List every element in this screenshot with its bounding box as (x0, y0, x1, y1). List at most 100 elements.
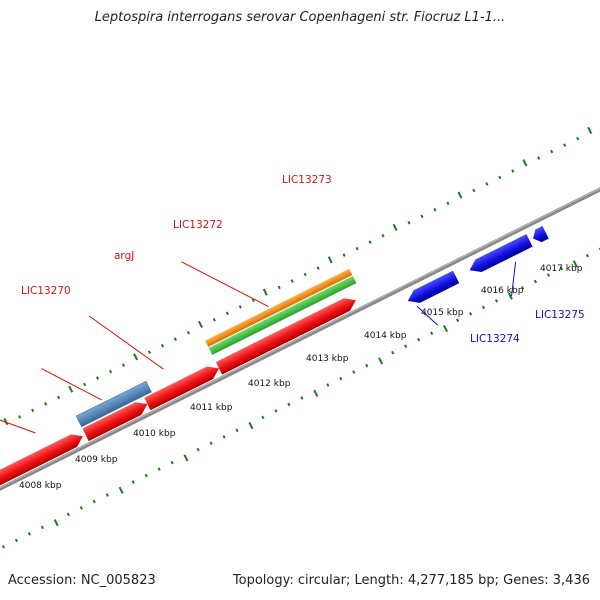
gene-arrow-lic13270[interactable] (0, 430, 86, 487)
outer-tick-minor (576, 136, 580, 141)
outer-tick-minor (95, 376, 100, 380)
scale-label: 4012 kbp (248, 379, 291, 389)
scale-tick-minor (222, 434, 226, 439)
leader-lic13273 (181, 261, 269, 308)
scale-tick-minor (27, 532, 31, 536)
gene-arrow-lic13272[interactable] (144, 362, 222, 411)
forward-strand-features (0, 268, 359, 487)
outer-tick-minor (537, 156, 541, 160)
gene-arrow-reverse[interactable] (466, 234, 533, 276)
leader-lic13272 (88, 315, 164, 370)
outer-tick-minor (433, 208, 437, 212)
outer-tick-major (3, 417, 9, 426)
outer-tick-minor (381, 233, 385, 238)
scale-tick-minor (287, 402, 291, 407)
outer-tick-major (327, 256, 333, 264)
scale-tick-minor (352, 370, 356, 374)
outer-tick-minor (57, 395, 61, 400)
gene-label-lic13274[interactable]: LIC13274 (470, 333, 520, 345)
outer-tick-major (68, 385, 74, 393)
genome-summary-text: Topology: circular; Length: 4,277,185 bp… (232, 573, 590, 588)
scale-tick-minor (105, 493, 109, 497)
outer-tick-minor (186, 330, 190, 335)
scale-tick-minor (144, 473, 148, 478)
scale-labels: 4008 kbp 4009 kbp 4010 kbp 4011 kbp 4012 kbp… (19, 264, 583, 491)
scale-tick-minor (585, 253, 589, 258)
outer-tick-minor (472, 188, 476, 193)
scale-tick-minor (520, 286, 525, 290)
scale-tick-minor (196, 447, 200, 452)
leader-lic13274 (416, 306, 439, 326)
outer-tick-major (198, 320, 203, 329)
scale-tick-minor (339, 376, 343, 381)
outer-tick-major (587, 126, 593, 134)
outer-tick-minor (18, 415, 22, 419)
scale-tick-minor (456, 318, 460, 323)
scale-label: 4011 kbp (190, 403, 233, 413)
leader-lic13270 (0, 413, 36, 434)
outer-tick-minor (407, 220, 411, 225)
gene-label-lic13272[interactable]: LIC13272 (173, 219, 223, 231)
scale-tick-major (572, 260, 578, 268)
gene-arrow-lic13274[interactable] (405, 270, 460, 308)
scale-tick-minor (40, 525, 44, 530)
scale-tick-minor (430, 331, 434, 336)
outer-tick-minor (368, 240, 372, 244)
gene-label-leaders (0, 261, 517, 434)
outer-tick-minor (550, 149, 554, 154)
outer-tick-minor (498, 175, 502, 180)
scale-label: 4016 kbp (481, 286, 524, 296)
map-title: Leptospira interrogans serovar Copenhage… (94, 10, 506, 25)
feature-bar-steel[interactable] (75, 380, 152, 428)
scale-tick-major (313, 389, 319, 397)
feature-bar-green[interactable] (208, 275, 357, 355)
gene-label-lic13270[interactable]: LIC13270 (21, 285, 71, 297)
scale-tick-major (443, 324, 448, 333)
scale-tick-ring (1, 247, 600, 549)
scale-tick-minor (157, 467, 161, 471)
outer-tick-major (522, 159, 528, 167)
scale-tick-minor (494, 299, 499, 303)
feature-bar-orange[interactable] (205, 268, 353, 347)
gene-label-argj[interactable]: argJ (114, 250, 134, 262)
gene-arrow-lic13275[interactable] (530, 226, 549, 245)
outer-tick-minor (277, 285, 281, 290)
outer-tick-minor (420, 214, 424, 219)
outer-tick-minor (316, 266, 320, 270)
gene-label-lic13273[interactable]: LIC13273 (282, 174, 332, 186)
gene-arrow-argj[interactable] (82, 398, 151, 442)
scale-label: 4015 kbp (421, 308, 464, 318)
scale-label: 4013 kbp (306, 354, 349, 364)
outer-tick-minor (303, 272, 307, 277)
outer-tick-minor (238, 305, 242, 309)
outer-tick-minor (108, 369, 113, 374)
scale-tick-minor (79, 506, 83, 510)
scale-tick-major (183, 454, 189, 462)
genome-backbone-highlight (0, 142, 600, 519)
scale-tick-major (118, 486, 124, 494)
scale-tick-minor (92, 499, 96, 504)
outer-tick-major (457, 191, 463, 199)
scale-tick-minor (274, 409, 278, 413)
outer-tick-minor (44, 402, 48, 406)
outer-tick-minor (446, 201, 450, 206)
scale-tick-minor (546, 273, 551, 277)
scale-tick-minor (404, 344, 408, 348)
genome-backbone (0, 142, 600, 521)
scale-tick-minor (1, 544, 6, 549)
outer-tick-major (392, 223, 398, 232)
leader-lic13275 (511, 261, 517, 297)
scale-tick-minor (391, 350, 395, 355)
scale-tick-major (507, 292, 513, 300)
outer-tick-minor (290, 279, 294, 283)
gene-arrow-lic13273[interactable] (215, 294, 359, 375)
outer-tick-major (133, 353, 139, 361)
scale-tick-major (248, 422, 254, 430)
gene-label-lic13275[interactable]: LIC13275 (535, 309, 585, 321)
scale-tick-minor (326, 383, 330, 387)
gene-labels: LIC13270 argJ LIC13272 LIC13273 LIC13274 LIC1… (21, 174, 585, 345)
scale-label: 4009 kbp (75, 455, 118, 465)
scale-tick-minor (170, 460, 174, 465)
scale-tick-minor (209, 441, 213, 446)
